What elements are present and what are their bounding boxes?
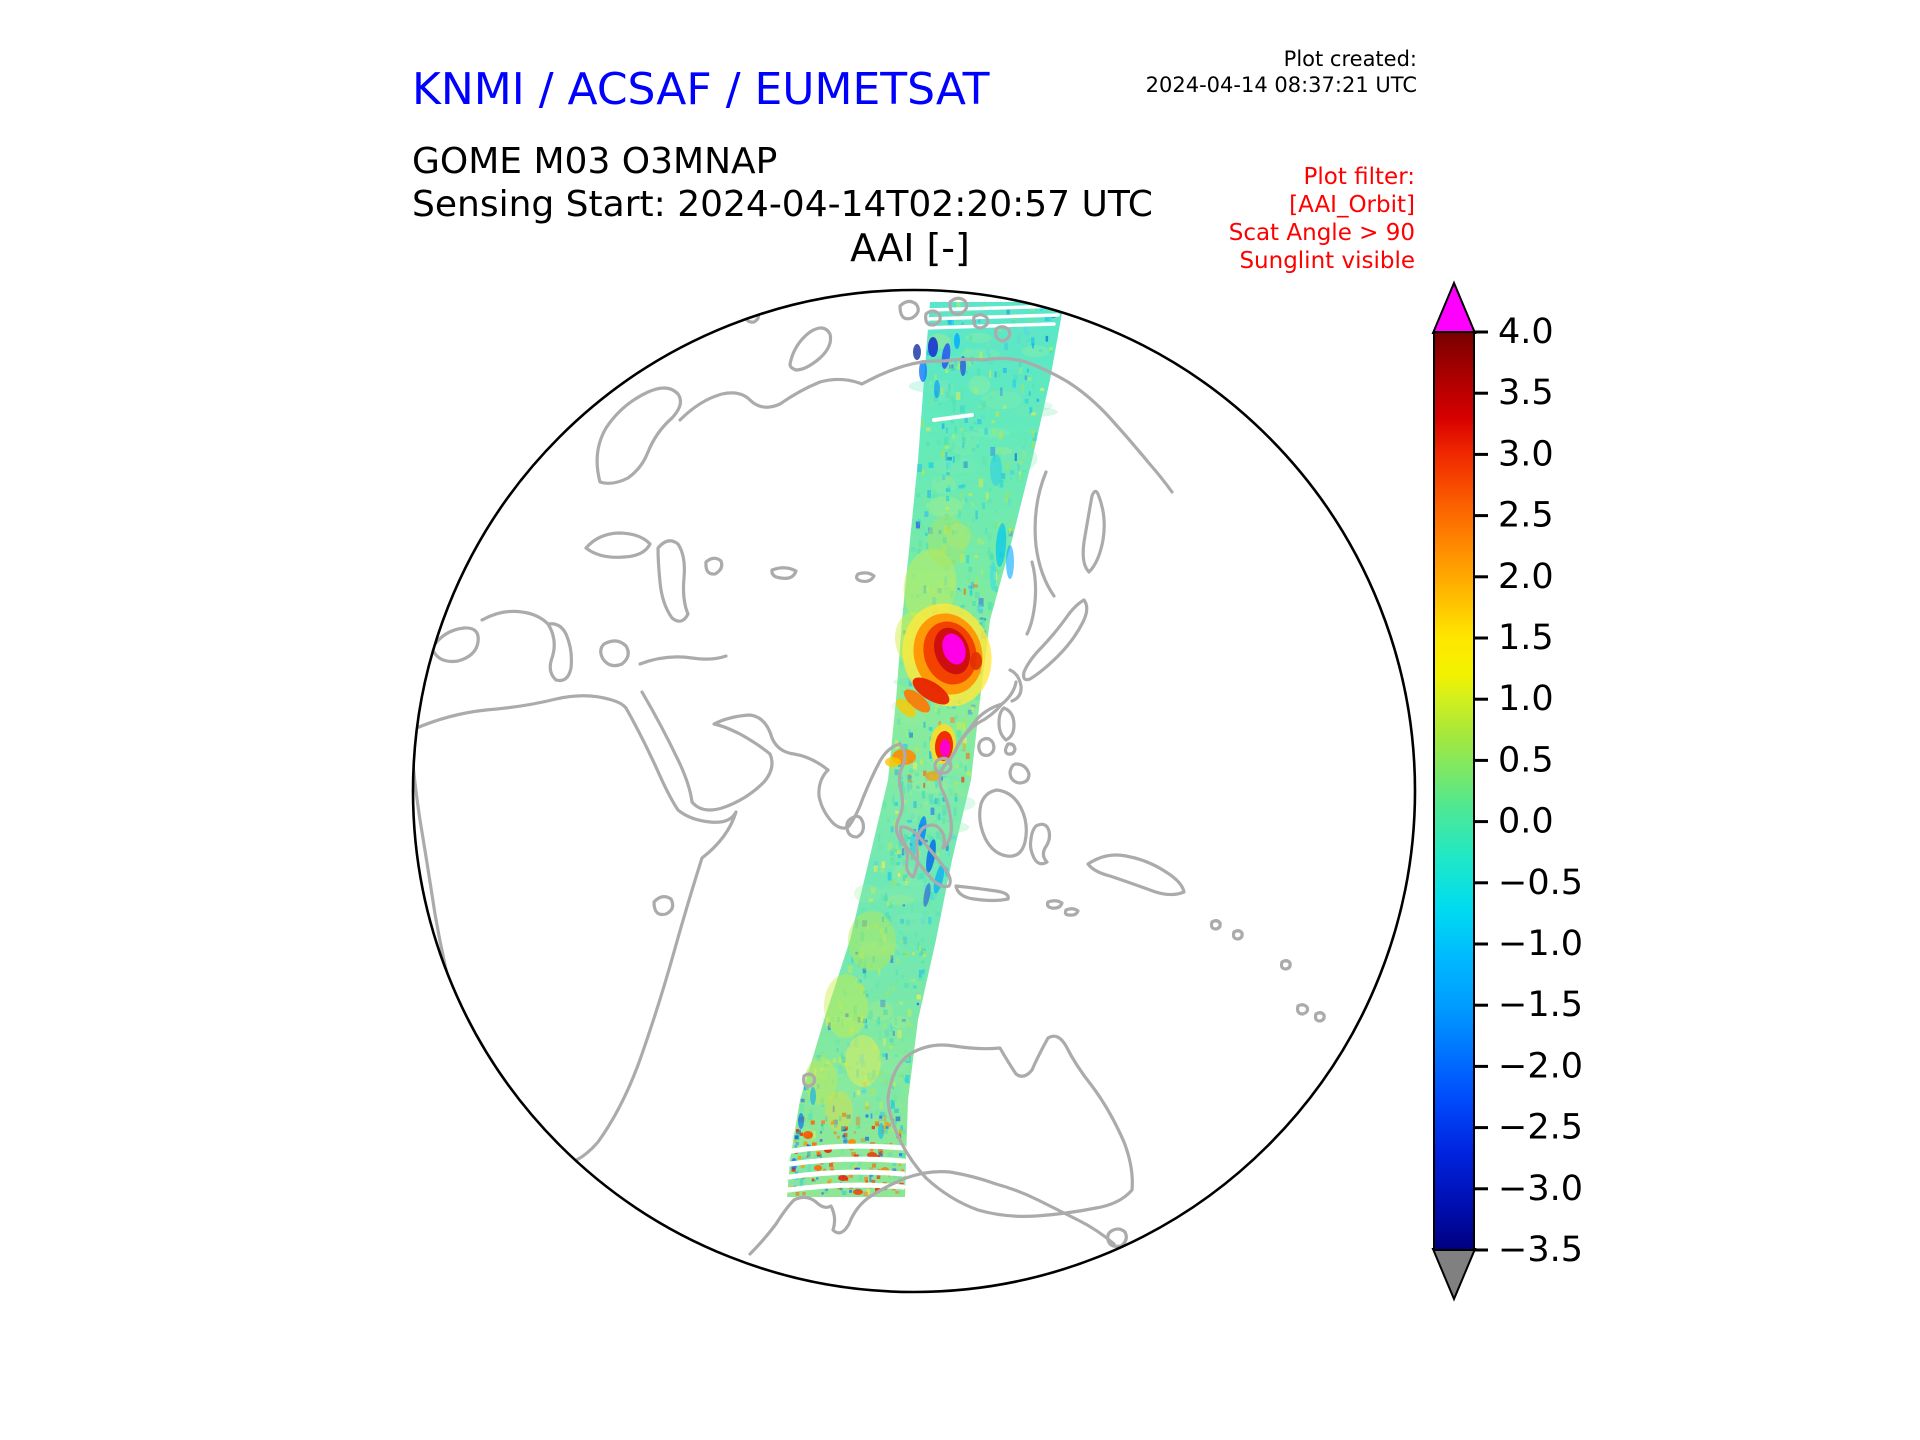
swath-feature [926, 839, 936, 873]
swath-feature [803, 1131, 813, 1139]
colorbar-tick-label: −3.5 [1498, 1230, 1583, 1270]
coastline-east-asia [958, 470, 1106, 744]
swath-feature [853, 1189, 863, 1195]
colorbar-tick-label: 2.5 [1498, 496, 1554, 536]
swath-feature [990, 454, 1002, 486]
colorbar-tick-label: 2.0 [1498, 557, 1554, 597]
plot-filter-block: Plot filter: [AAI_Orbit] Scat Angle > 90… [1229, 163, 1415, 275]
swath-feature [990, 561, 996, 591]
swath-feature [954, 333, 960, 349]
coastline-caspian-sea [656, 539, 690, 623]
swath-feature [934, 380, 940, 398]
swath-feature [845, 1035, 881, 1087]
colorbar-tick-label: 0.5 [1498, 740, 1554, 780]
swath-feature [927, 515, 967, 567]
coastline-red-sea-arabia [640, 690, 830, 812]
colorbar-over-arrow [1431, 280, 1477, 334]
plot-filter-line: [AAI_Orbit] [1289, 192, 1415, 218]
coastline-sumatra-java [899, 825, 1010, 903]
plot-created-label: Plot created: [1283, 47, 1417, 71]
swath-feature [960, 356, 966, 376]
swath-feature [995, 523, 1007, 567]
swath-feature [885, 757, 901, 767]
plot-filter-line: Scat Angle > 90 [1228, 220, 1415, 246]
coastline-scandinavia [595, 386, 683, 485]
coastline-lake-victoria [652, 895, 675, 917]
colorbar-gradient-bar [1433, 331, 1475, 1251]
colorbar-tick-label: −3.0 [1498, 1169, 1583, 1209]
colorbar-tick-label: 3.5 [1498, 373, 1554, 413]
swath-feature [848, 911, 896, 971]
coastline-india [817, 742, 902, 830]
swath-feature [942, 633, 966, 665]
coastline-antarctica [748, 1170, 1116, 1256]
swath-feature [925, 771, 941, 781]
coastlines [413, 296, 1396, 1256]
product-title: GOME M03 O3MNAP [412, 141, 778, 182]
swath-feature [919, 360, 927, 382]
colorbar-tick-label: −1.5 [1498, 985, 1583, 1025]
globe-outline [411, 288, 1417, 1294]
colorbar-tick-label: 0.0 [1498, 802, 1554, 842]
coastline-sulawesi [1028, 822, 1052, 866]
colorbar-tick-label: −1.0 [1498, 924, 1583, 964]
swath-feature [867, 1152, 877, 1158]
colorbar-under-arrow [1431, 1248, 1477, 1302]
plot-created-block: Plot created: 2024-04-14 08:37:21 UTC [1146, 46, 1417, 98]
swath-feature [912, 677, 950, 705]
swath-feature [824, 974, 868, 1038]
orbit-swath [785, 300, 1064, 1197]
coastline-mediterranean [430, 609, 728, 683]
colorbar-tick-label: 1.5 [1498, 618, 1554, 658]
colorbar-tick-label: 1.0 [1498, 679, 1554, 719]
coastline-philippines [997, 706, 1031, 785]
plot-filter-line: Plot filter: [1303, 164, 1415, 190]
colorbar-tick-label: −0.5 [1498, 863, 1583, 903]
swath-feature [798, 1113, 804, 1129]
coastline-aral-balkhash [704, 556, 876, 584]
colorbar-tick-label: 4.0 [1498, 312, 1554, 352]
plot-title: AAI [-] [850, 226, 970, 270]
sensing-start: Sensing Start: 2024-04-14T02:20:57 UTC [412, 184, 1153, 225]
coastline-new-guinea [1045, 853, 1186, 917]
coastline-arctic-russia [678, 356, 1174, 494]
coastline-sri-lanka [845, 814, 865, 839]
swath-feature [923, 883, 931, 907]
swath-feature [970, 652, 982, 670]
coastline-borneo [978, 788, 1028, 858]
swath-feature [1006, 545, 1014, 579]
coastline-taiwan-hainan [933, 736, 996, 775]
colorbar-tick-label: −2.0 [1498, 1046, 1583, 1086]
swath-feature [878, 1123, 884, 1139]
institute-title: KNMI / ACSAF / EUMETSAT [412, 64, 990, 115]
swath-feature [825, 1091, 853, 1131]
swath-feature [903, 689, 931, 713]
plot-filter-line: Sunglint visible [1239, 248, 1415, 274]
colorbar-tick-label: 3.0 [1498, 434, 1554, 474]
swath-feature [913, 344, 921, 360]
swath-feature [814, 1165, 822, 1171]
plot-created-timestamp: 2024-04-14 08:37:21 UTC [1145, 73, 1417, 97]
coastline-novaya-zemlya [788, 326, 833, 372]
coastline-north-africa [413, 694, 628, 732]
colorbar-tick-label: −2.5 [1498, 1108, 1583, 1148]
swath-feature [940, 739, 950, 757]
coastline-japan [1022, 598, 1089, 682]
swath-feature [933, 864, 945, 894]
swath-feature [896, 698, 916, 718]
swath-feature [928, 337, 938, 357]
coastline-europe-uk [468, 421, 531, 481]
swath-feature [810, 1087, 816, 1105]
swath-feature [848, 1139, 856, 1145]
colorbar: 4.0 3.5 3.0 2.5 2.0 1.5 1.0 0.5 0.0 −0.5 −1.0 −1.5 −… [1431, 280, 1583, 1302]
coastline-africa [413, 706, 738, 1167]
swath-feature [838, 1175, 848, 1181]
coastline-black-sea [584, 531, 652, 559]
coastline-australia [886, 1034, 1134, 1218]
